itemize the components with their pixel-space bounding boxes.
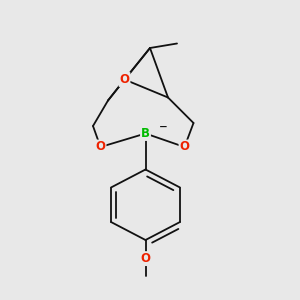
Text: O: O [95,140,106,154]
Text: O: O [140,252,151,265]
Text: B: B [141,127,150,140]
Text: −: − [158,122,167,132]
Text: O: O [119,73,130,86]
Text: O: O [179,140,190,154]
